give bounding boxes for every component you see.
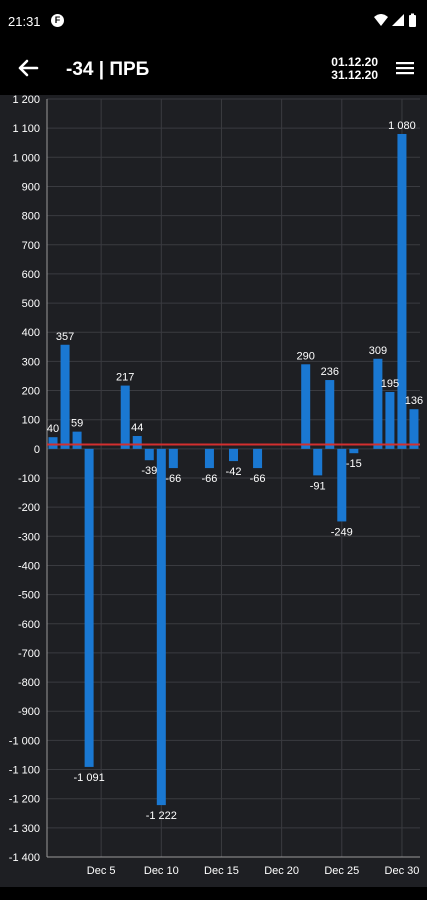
navigation-bar: [0, 887, 427, 900]
date-range[interactable]: 01.12.20 31.12.20: [331, 56, 378, 82]
menu-button[interactable]: [393, 56, 417, 80]
y-tick-label: 0: [34, 444, 40, 456]
bar: [168, 448, 178, 469]
wifi-icon: [374, 14, 388, 26]
bar: [349, 448, 359, 454]
app-bar: -34 | ПРБ 01.12.20 31.12.20: [0, 44, 427, 95]
bar: [337, 448, 347, 522]
y-tick-label: -800: [18, 677, 40, 689]
status-icons: [373, 13, 419, 34]
y-tick-label: -900: [18, 706, 40, 718]
bar: [60, 344, 70, 449]
chart-area: 1 200 1 100 1 000 900 800 700 600 500 400 300 200 1…: [0, 94, 427, 887]
data-label: -42: [226, 466, 242, 478]
data-label: 1 080: [388, 120, 416, 132]
bar: [253, 448, 263, 469]
data-label: -15: [346, 458, 362, 470]
page-title: -34 | ПРБ: [66, 59, 150, 80]
y-tick-label: 300: [22, 356, 40, 368]
data-label: -66: [165, 473, 181, 485]
bar: [144, 448, 154, 461]
bar: [313, 448, 323, 476]
data-label: -91: [310, 480, 326, 492]
y-tick-label: 800: [22, 211, 40, 223]
date-to: 31.12.20: [331, 68, 378, 82]
data-label: 195: [381, 378, 399, 390]
y-tick-label: 900: [22, 181, 40, 193]
x-tick-label: Dec 5: [87, 865, 116, 877]
data-label: 236: [321, 366, 339, 378]
bar: [397, 133, 407, 449]
data-label: -39: [141, 465, 157, 477]
x-tick-label: Dec 30: [385, 865, 420, 877]
status-time: 21:31: [8, 14, 41, 29]
x-tick-label: Dec 15: [204, 865, 239, 877]
signal-icon: [392, 14, 404, 26]
bar: [385, 391, 395, 449]
bar: [373, 358, 383, 449]
y-tick-label: 600: [22, 269, 40, 281]
y-tick-label: -1 100: [9, 765, 40, 777]
status-bar: 21:31 F: [0, 0, 427, 44]
data-label: 217: [116, 372, 134, 384]
bar: [84, 448, 94, 767]
data-label: -66: [250, 473, 266, 485]
battery-icon: [409, 13, 416, 27]
bar: [72, 431, 82, 449]
y-tick-label: 400: [22, 327, 40, 339]
data-label: 44: [131, 422, 143, 434]
date-from: 01.12.20: [331, 55, 378, 69]
data-label: 357: [56, 331, 74, 343]
x-tick-label: Dec 25: [324, 865, 359, 877]
y-tick-label: -1 200: [9, 794, 40, 806]
y-tick-label: -1 300: [9, 823, 40, 835]
x-tick-label: Dec 10: [144, 865, 179, 877]
bar: [48, 437, 58, 449]
bar: [132, 436, 142, 449]
hamburger-menu-icon: [396, 62, 414, 75]
data-label: 136: [405, 395, 423, 407]
y-tick-label: -600: [18, 619, 40, 631]
y-tick-label: -500: [18, 590, 40, 602]
x-tick-label: Dec 20: [264, 865, 299, 877]
data-label: -1 091: [74, 772, 105, 784]
y-tick-label: -200: [18, 502, 40, 514]
y-tick-label: -1 400: [9, 852, 40, 864]
y-tick-label: 500: [22, 298, 40, 310]
y-tick-label: 200: [22, 386, 40, 398]
data-label: -1 222: [146, 810, 177, 822]
y-tick-label: 100: [22, 415, 40, 427]
app-notification-icon: F: [51, 14, 64, 27]
y-tick-label: 700: [22, 240, 40, 252]
y-tick-label: 1 000: [12, 152, 40, 164]
bar: [204, 448, 214, 469]
y-tick-label: 1 200: [12, 95, 40, 106]
y-tick-label: -100: [18, 473, 40, 485]
bar: [229, 448, 238, 462]
y-tick-label: -700: [18, 648, 40, 660]
arrow-left-icon: [18, 59, 39, 77]
y-tick-label: -400: [18, 560, 40, 572]
y-tick-label: 1 100: [12, 123, 40, 135]
data-label: -66: [201, 473, 217, 485]
bar: [120, 385, 130, 449]
data-label: 290: [297, 350, 315, 362]
data-label: 309: [369, 345, 387, 357]
back-button[interactable]: [12, 52, 44, 84]
y-tick-label: -300: [18, 531, 40, 543]
y-tick-label: -1 000: [9, 735, 40, 747]
data-label: -249: [331, 526, 353, 538]
bar: [301, 364, 311, 449]
data-label: 40: [47, 423, 59, 435]
bar: [156, 448, 166, 806]
bar: [325, 380, 335, 449]
bar: [409, 409, 419, 449]
data-label: 59: [71, 418, 83, 430]
